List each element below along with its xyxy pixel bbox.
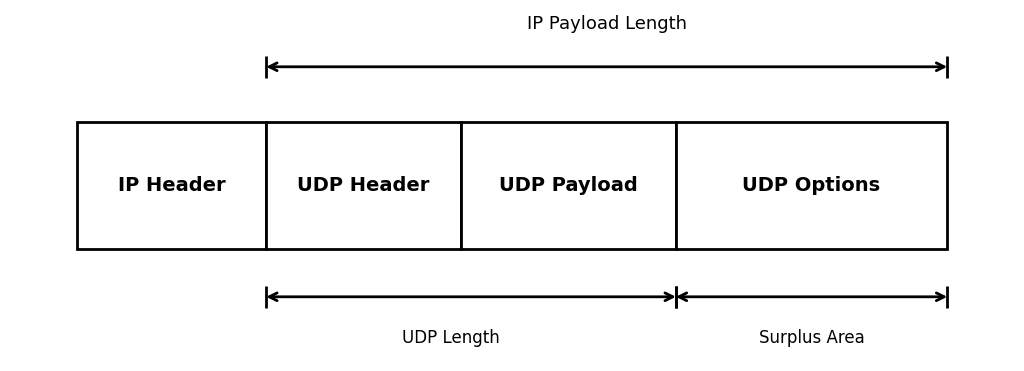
Text: UDP Options: UDP Options xyxy=(742,176,881,195)
Bar xyxy=(676,122,947,249)
Bar xyxy=(461,122,676,249)
Text: IP Payload Length: IP Payload Length xyxy=(526,15,687,33)
Text: UDP Payload: UDP Payload xyxy=(499,176,638,195)
Bar xyxy=(77,122,266,249)
Text: UDP Header: UDP Header xyxy=(297,176,430,195)
Text: Surplus Area: Surplus Area xyxy=(759,329,864,347)
Bar xyxy=(266,122,461,249)
Text: UDP Length: UDP Length xyxy=(401,329,500,347)
Text: IP Header: IP Header xyxy=(118,176,225,195)
